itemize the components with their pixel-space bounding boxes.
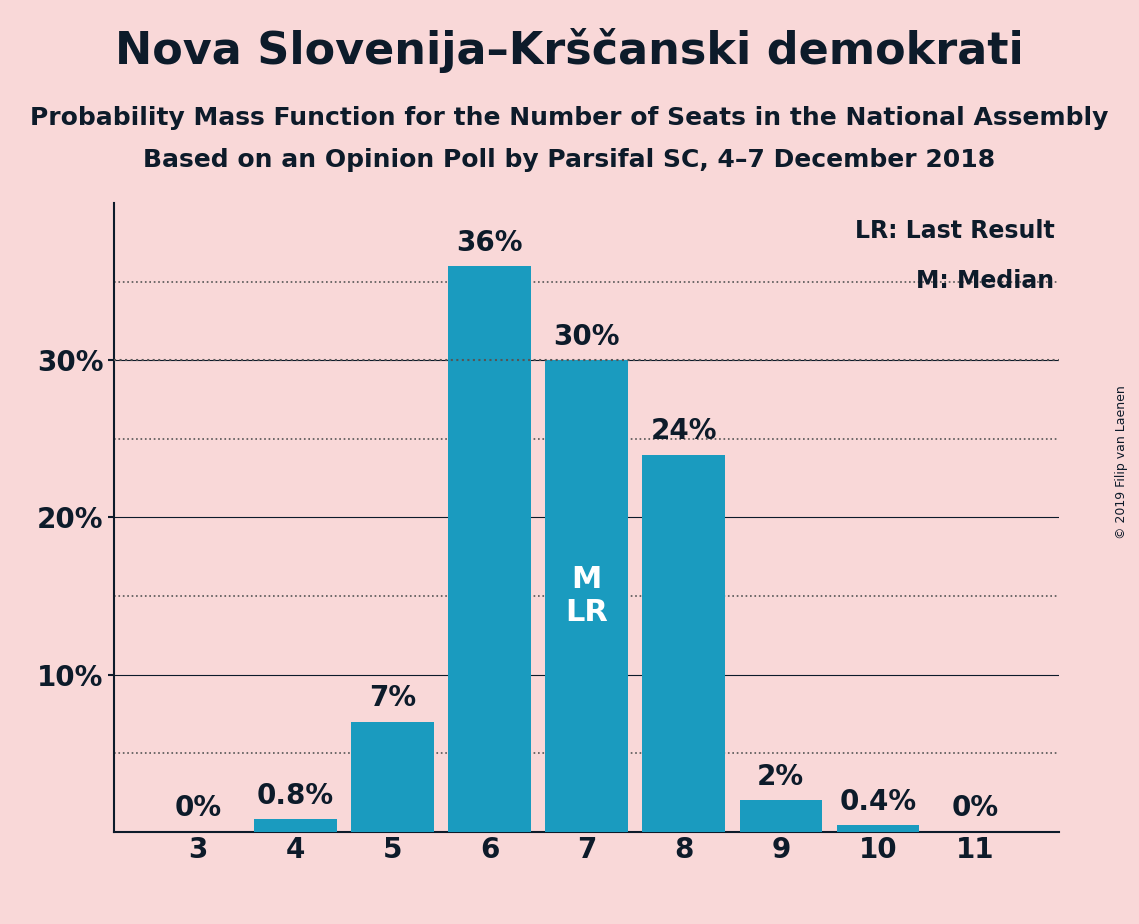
Text: 0.8%: 0.8%: [256, 782, 334, 809]
Bar: [546, 360, 628, 832]
Text: Nova Slovenija–Krščanski demokrati: Nova Slovenija–Krščanski demokrati: [115, 28, 1024, 73]
Text: 30%: 30%: [554, 322, 620, 351]
Text: 2%: 2%: [757, 762, 804, 791]
Text: 0%: 0%: [174, 794, 222, 822]
Bar: [642, 455, 724, 832]
Text: 24%: 24%: [650, 417, 716, 445]
Text: LR: Last Result: LR: Last Result: [854, 219, 1055, 243]
Text: © 2019 Filip van Laenen: © 2019 Filip van Laenen: [1115, 385, 1129, 539]
Text: M: Median: M: Median: [917, 269, 1055, 293]
Text: 0%: 0%: [951, 794, 999, 822]
Bar: [837, 825, 919, 832]
Text: M
LR: M LR: [565, 565, 608, 627]
Bar: [254, 819, 336, 832]
Text: 7%: 7%: [369, 684, 416, 712]
Text: Probability Mass Function for the Number of Seats in the National Assembly: Probability Mass Function for the Number…: [31, 106, 1108, 130]
Bar: [449, 266, 531, 832]
Text: 36%: 36%: [457, 228, 523, 257]
Bar: [739, 800, 822, 832]
Bar: [351, 722, 434, 832]
Text: 0.4%: 0.4%: [839, 788, 917, 816]
Text: Based on an Opinion Poll by Parsifal SC, 4–7 December 2018: Based on an Opinion Poll by Parsifal SC,…: [144, 148, 995, 172]
